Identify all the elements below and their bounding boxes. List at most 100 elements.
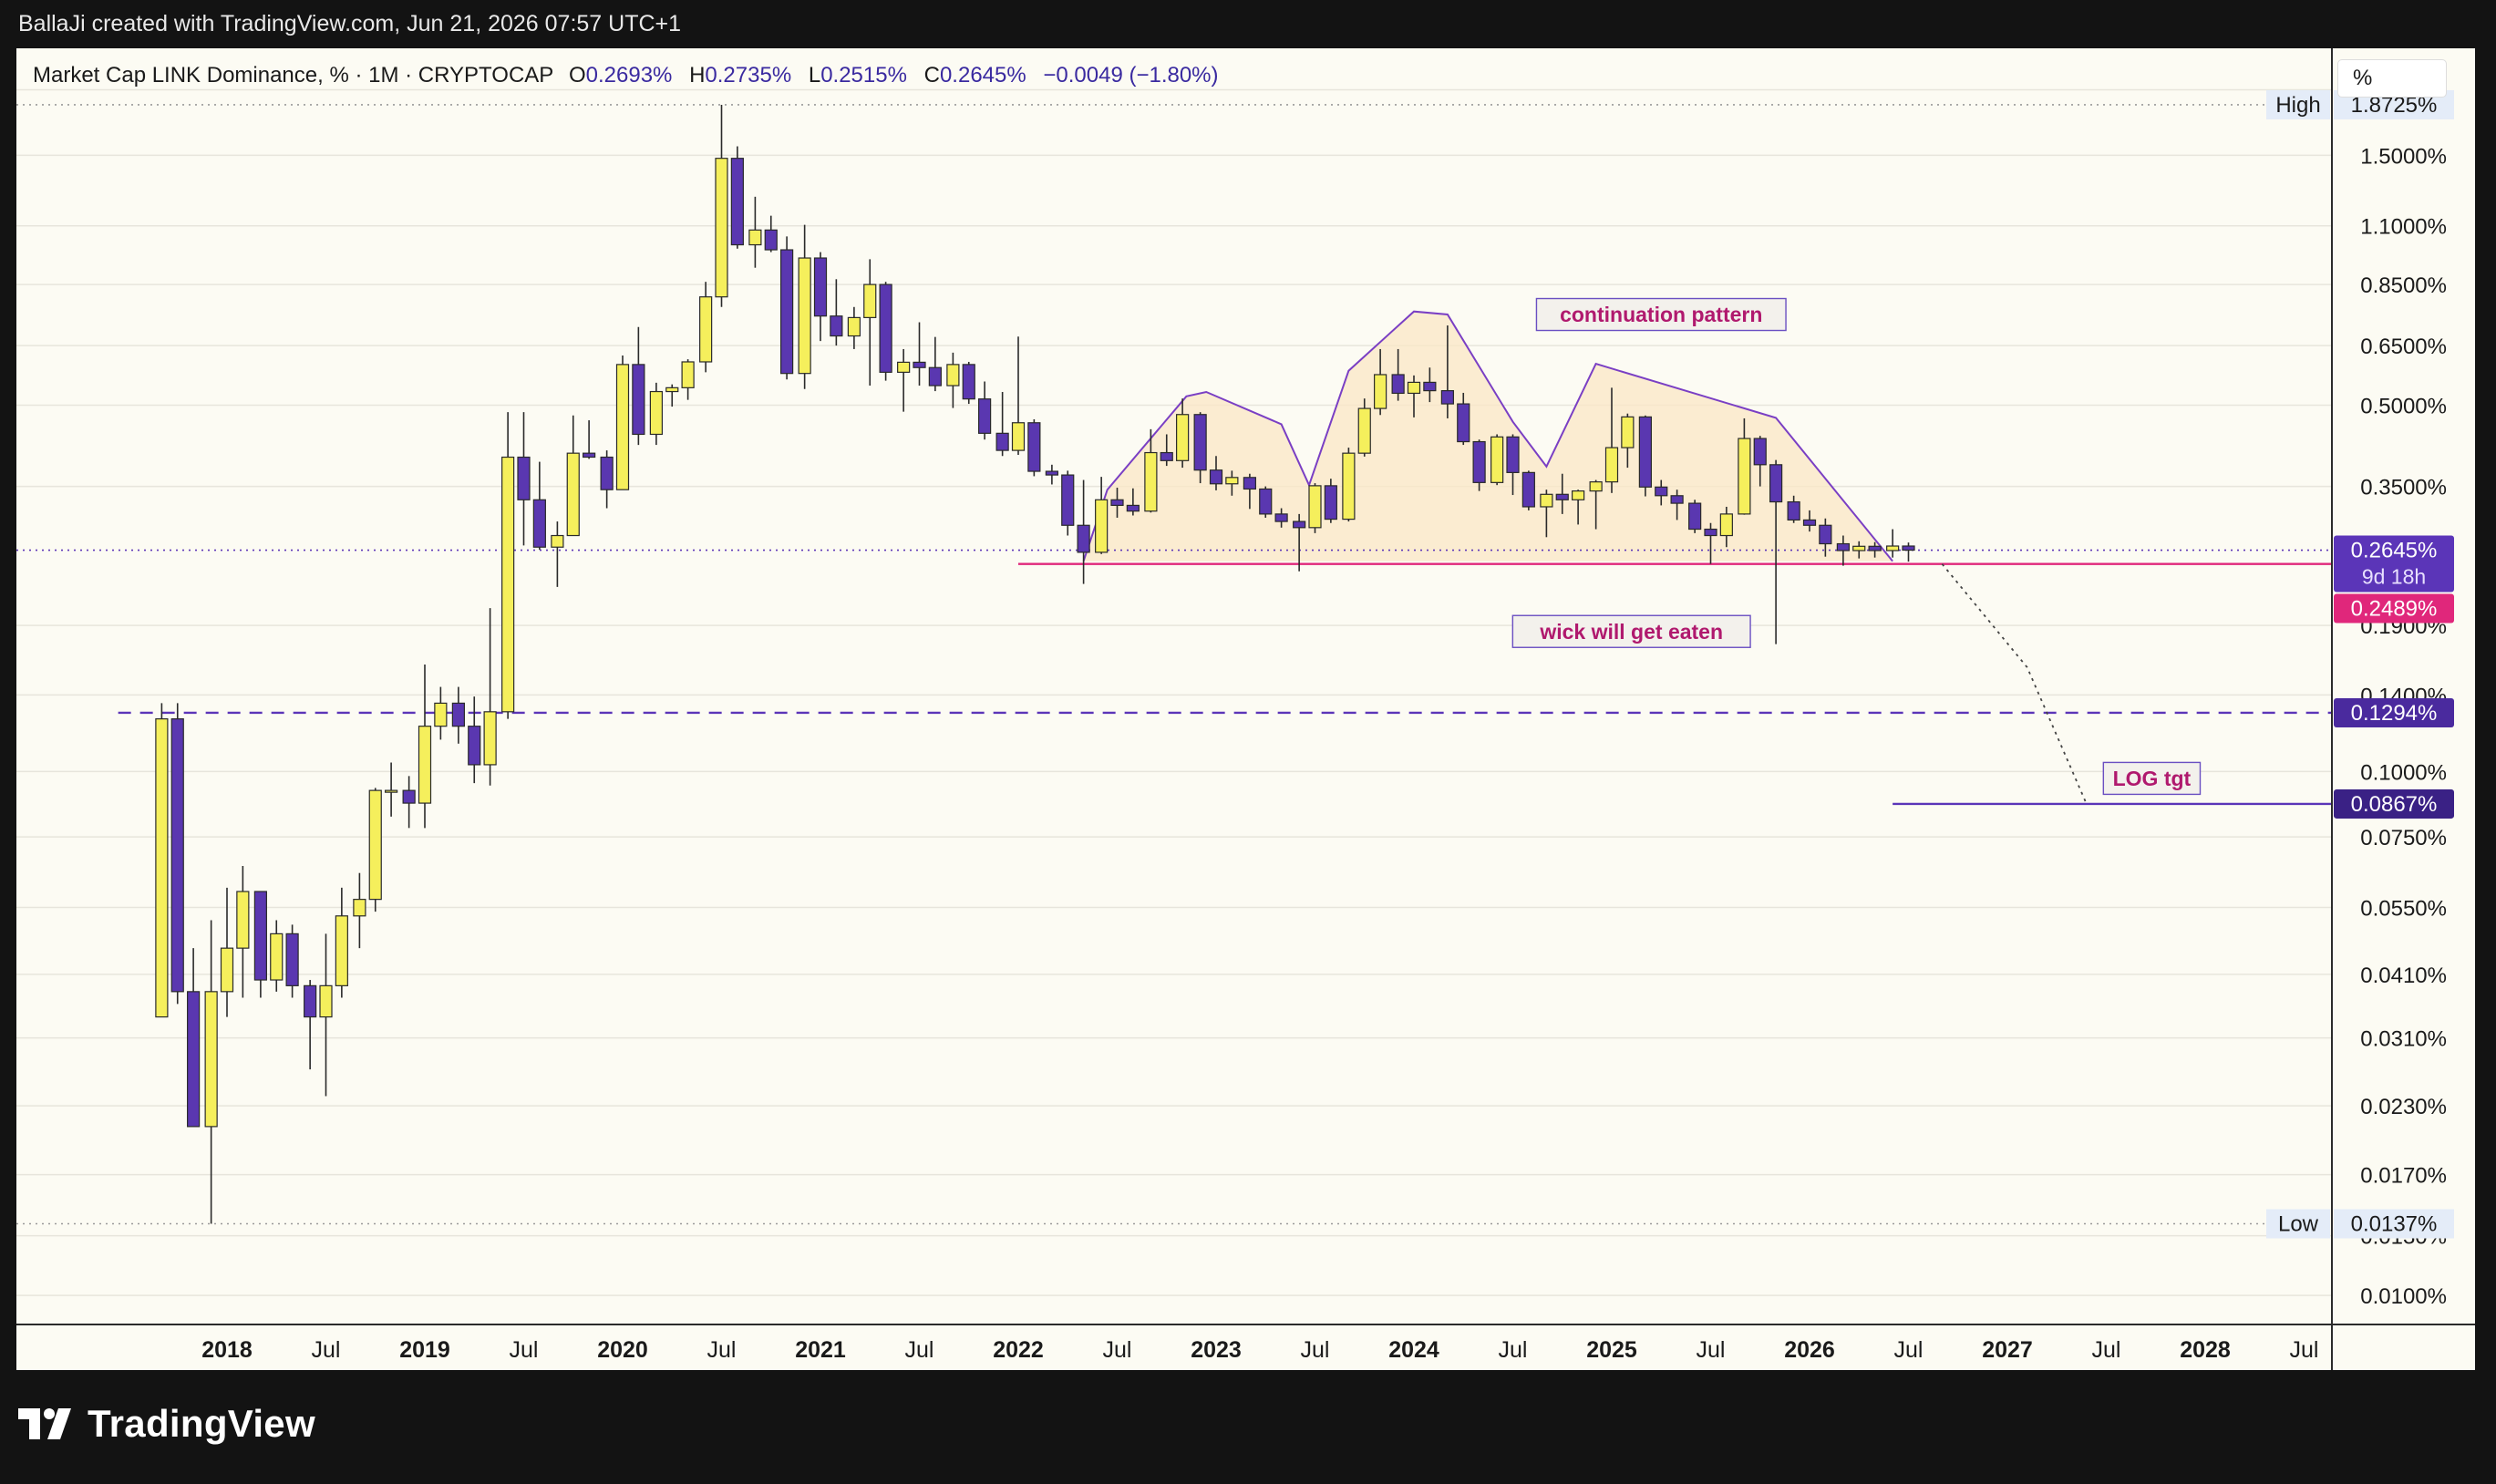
candle-body [1572, 490, 1585, 500]
bull-candle [1589, 479, 1603, 530]
candle-body [649, 390, 663, 436]
bull-candle [1308, 483, 1322, 533]
bear-candle [1753, 436, 1767, 487]
last-price-badge-text: 0.2645% [2351, 539, 2438, 563]
x-tick-label: 2028 [2180, 1337, 2231, 1363]
candle-body [1852, 545, 1866, 551]
support-badge-bg [2334, 593, 2454, 623]
bear-candle [1704, 522, 1717, 564]
candle-body [897, 361, 911, 373]
candle-body [1391, 374, 1405, 395]
candle-body [1274, 513, 1288, 522]
bear-candle [1868, 541, 1882, 558]
price-badges-layer: High 1.8725%Low 0.0137%0.2645%9d 18h0.2489… [2266, 89, 2454, 1239]
bear-candle [632, 326, 645, 446]
bull-candle [551, 521, 564, 587]
candle-body [1738, 438, 1751, 515]
continuation-label: continuation pattern [1560, 303, 1762, 326]
candle-body [1061, 474, 1075, 526]
bull-candle [1604, 387, 1619, 493]
candle-body [1472, 440, 1486, 483]
pattern-fill [1083, 311, 1893, 562]
candle-body [715, 158, 728, 298]
candle-body [863, 283, 877, 318]
bear-candle [1655, 479, 1668, 506]
bear-candle [1638, 415, 1652, 497]
chart-frame: continuation pattern wick will get eaten L… [16, 48, 2475, 1370]
bull-candle [1540, 490, 1553, 538]
candle-body [1819, 524, 1832, 545]
bull-candle [204, 920, 218, 1224]
candle-body [1769, 464, 1783, 503]
bull-candle [319, 933, 333, 1097]
candle-body [170, 718, 184, 993]
x-tick-label: Jul [707, 1337, 737, 1363]
bear-candle [304, 980, 317, 1070]
change-value: −0.0049 (−1.80%) [1043, 63, 1219, 88]
candle-body [532, 499, 546, 548]
candle-body [517, 456, 531, 500]
bear-candle [1819, 518, 1832, 557]
bull-candle [1225, 470, 1239, 496]
bear-candle [1193, 412, 1207, 484]
x-tick-label: Jul [905, 1337, 934, 1363]
x-tick-label: Jul [510, 1337, 539, 1363]
bull-candle [335, 887, 348, 998]
bull-candle [1886, 529, 1900, 558]
candle-body [1144, 451, 1158, 512]
y-tick-label: 1.5000% [2360, 144, 2447, 169]
candle-body [600, 456, 614, 490]
bear-candle [913, 322, 926, 386]
bull-candle [353, 872, 366, 949]
x-tick-label: 2024 [1388, 1337, 1439, 1363]
candle-body [468, 726, 481, 766]
bull-candle [615, 356, 630, 490]
candle-body [1868, 545, 1882, 551]
tradingview-logo[interactable]: TradingView [18, 1402, 315, 1446]
candle-body [402, 789, 416, 804]
bear-candle [1836, 535, 1850, 566]
y-tick-label: 0.6500% [2360, 335, 2447, 359]
y-tick-label: 0.8500% [2360, 273, 2447, 298]
high-marker-label: High [2275, 93, 2320, 118]
bull-candle [434, 686, 448, 740]
candle-body [978, 398, 992, 434]
candle-body [566, 452, 580, 537]
x-tick-label: 2022 [993, 1337, 1044, 1363]
bear-candle [1670, 490, 1684, 520]
bear-candle [1555, 473, 1569, 514]
bear-candle [1061, 470, 1075, 536]
tradingview-mark-icon [18, 1408, 71, 1439]
bull-candle [1738, 417, 1751, 515]
wick-label-box [1511, 614, 1751, 648]
bear-candle [1802, 510, 1817, 532]
high-marker-label-bg [2266, 89, 2330, 119]
candle-body [418, 726, 432, 804]
bear-candle [600, 450, 614, 509]
y-tick-label: 0.0410% [2360, 964, 2447, 988]
close-value: 0.2645% [939, 63, 1026, 88]
low-value: 0.2515% [820, 63, 907, 88]
candle-body [995, 432, 1009, 451]
candle-body [1490, 436, 1504, 483]
bull-candle [566, 415, 580, 537]
price-chart[interactable]: continuation pattern wick will get eaten L… [16, 48, 2475, 1370]
bull-candle [798, 224, 811, 389]
candle-body [1308, 485, 1322, 529]
low-label: L [808, 63, 821, 88]
candle-body [1688, 502, 1702, 531]
bear-candle [1077, 479, 1090, 584]
candle-body [1604, 447, 1619, 483]
x-tick-label: Jul [1499, 1337, 1528, 1363]
candle-body [1423, 381, 1437, 392]
bull-candle [1095, 477, 1109, 554]
candle-body [1027, 422, 1041, 472]
pattern-layer [1082, 310, 1893, 562]
continuation-label-box [1535, 297, 1787, 332]
candle-body [1324, 485, 1337, 520]
scale-unit-button[interactable]: % [2337, 59, 2447, 98]
y-tick-label: 0.0170% [2360, 1164, 2447, 1189]
bear-candle [170, 703, 184, 1005]
candle-body [1753, 438, 1767, 466]
prior-high-badge-bg [2334, 697, 2454, 727]
